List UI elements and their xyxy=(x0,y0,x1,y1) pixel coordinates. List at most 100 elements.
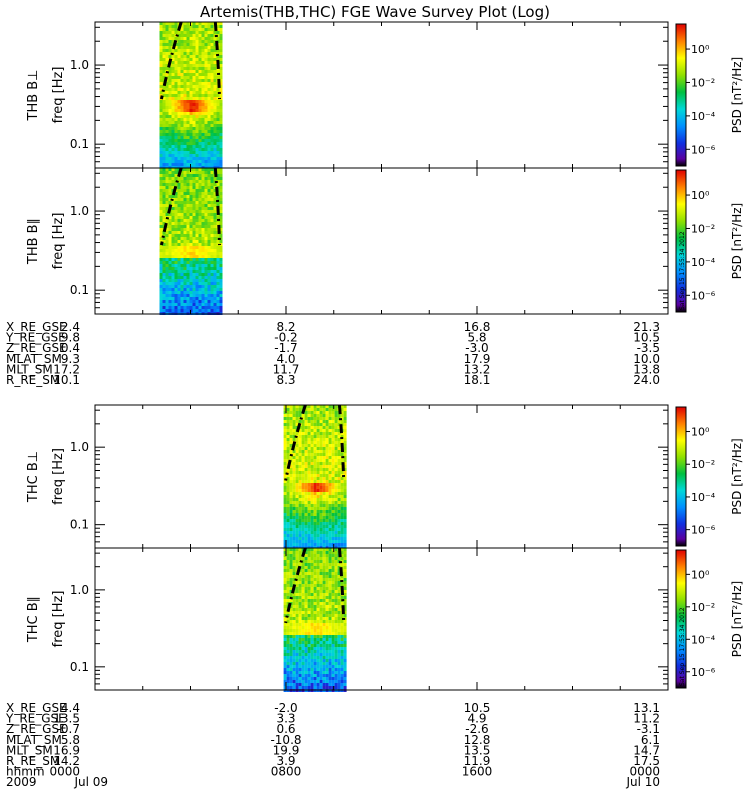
heatmap-cell xyxy=(195,142,199,145)
heatmap-cell xyxy=(307,566,311,569)
heatmap-cell xyxy=(165,309,169,312)
heatmap-cell xyxy=(307,540,311,543)
heatmap-cell xyxy=(283,444,287,447)
heatmap-cell xyxy=(213,76,217,79)
heatmap-cell xyxy=(207,201,211,204)
ephemeris-value: 0000 xyxy=(629,765,660,779)
heatmap-cell xyxy=(189,103,193,106)
heatmap-cell xyxy=(307,599,311,602)
heatmap-cell xyxy=(325,647,329,650)
heatmap-cell xyxy=(340,662,344,665)
heatmap-cell xyxy=(183,88,187,91)
heatmap-cell xyxy=(162,273,166,276)
heatmap-cell xyxy=(298,447,302,450)
heatmap-cell xyxy=(304,608,308,611)
heatmap-cell xyxy=(162,22,166,25)
heatmap-cell xyxy=(201,37,205,40)
heatmap-cell xyxy=(283,566,287,569)
heatmap-cell xyxy=(189,148,193,151)
heatmap-cell xyxy=(289,662,293,665)
heatmap-cell xyxy=(286,662,290,665)
heatmap-cell xyxy=(307,432,311,435)
heatmap-cell xyxy=(319,572,323,575)
heatmap-cell xyxy=(289,543,293,546)
heatmap-cell xyxy=(313,665,317,668)
heatmap-cell xyxy=(334,522,338,525)
heatmap-cell xyxy=(192,189,196,192)
heatmap-cell xyxy=(159,118,163,121)
heatmap-cell xyxy=(313,429,317,432)
heatmap-cell xyxy=(186,228,190,231)
heatmap-cell xyxy=(292,507,296,510)
heatmap-cell xyxy=(189,28,193,31)
heatmap-cell xyxy=(304,480,308,483)
heatmap-cell xyxy=(213,288,217,291)
heatmap-cell xyxy=(195,174,199,177)
heatmap-cell xyxy=(334,525,338,528)
heatmap-cell xyxy=(177,91,181,94)
heatmap-cell xyxy=(316,519,320,522)
colorbar-tick-label: 10⁻² xyxy=(691,222,715,235)
heatmap-cell xyxy=(174,246,178,249)
heatmap-cell xyxy=(343,507,347,510)
heatmap-cell xyxy=(343,447,347,450)
heatmap-cell xyxy=(180,249,184,252)
heatmap-cell xyxy=(307,477,311,480)
heatmap-cell xyxy=(331,611,335,614)
heatmap-cell xyxy=(204,210,208,213)
heatmap-cell xyxy=(334,459,338,462)
heatmap-cell xyxy=(195,145,199,148)
heatmap-cell xyxy=(168,264,172,267)
heatmap-cell xyxy=(162,291,166,294)
heatmap-cell xyxy=(192,76,196,79)
heatmap-cell xyxy=(322,560,326,563)
heatmap-cell xyxy=(319,605,323,608)
heatmap-cell xyxy=(210,115,214,118)
heatmap-cell xyxy=(286,584,290,587)
heatmap-cell xyxy=(165,273,169,276)
heatmap-cell xyxy=(298,486,302,489)
heatmap-cell xyxy=(283,471,287,474)
heatmap-cell xyxy=(219,67,223,70)
heatmap-cell xyxy=(337,483,341,486)
heatmap-cell xyxy=(295,665,299,668)
heatmap-cell xyxy=(331,531,335,534)
heatmap-cell xyxy=(295,480,299,483)
heatmap-cell xyxy=(325,605,329,608)
heatmap-cell xyxy=(328,608,332,611)
heatmap-cell xyxy=(201,255,205,258)
heatmap-cell xyxy=(298,411,302,414)
heatmap-cell xyxy=(165,306,169,309)
heatmap-cell xyxy=(186,243,190,246)
heatmap-cell xyxy=(325,563,329,566)
heatmap-cell xyxy=(207,186,211,189)
heatmap-cell xyxy=(159,261,163,264)
heatmap-cell xyxy=(304,513,308,516)
heatmap-cell xyxy=(307,557,311,560)
heatmap-cell xyxy=(183,133,187,136)
heatmap-cell xyxy=(201,154,205,157)
heatmap-cell xyxy=(189,291,193,294)
heatmap-cell xyxy=(337,587,341,590)
heatmap-cell xyxy=(316,486,320,489)
heatmap-cell xyxy=(219,183,223,186)
heatmap-cell xyxy=(289,531,293,534)
heatmap-cell xyxy=(168,106,172,109)
heatmap-cell xyxy=(331,519,335,522)
heatmap-cell xyxy=(319,486,323,489)
heatmap-cell xyxy=(186,40,190,43)
heatmap-cell xyxy=(316,677,320,680)
heatmap-cell xyxy=(165,297,169,300)
heatmap-cell xyxy=(219,225,223,228)
heatmap-cell xyxy=(183,22,187,25)
heatmap-cell xyxy=(162,124,166,127)
heatmap-cell xyxy=(180,97,184,100)
heatmap-cell xyxy=(304,644,308,647)
heatmap-cell xyxy=(198,219,202,222)
heatmap-cell xyxy=(159,300,163,303)
heatmap-cell xyxy=(168,55,172,58)
heatmap-cell xyxy=(219,174,223,177)
heatmap-cell xyxy=(304,575,308,578)
heatmap-cell xyxy=(301,480,305,483)
heatmap-cell xyxy=(159,31,163,34)
